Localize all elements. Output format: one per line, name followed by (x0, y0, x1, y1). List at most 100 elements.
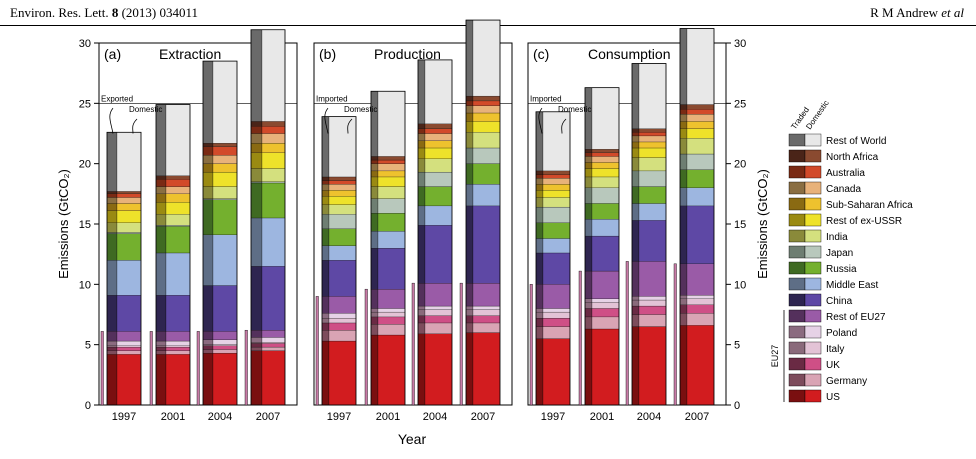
bar-middle-east-traded (370, 231, 379, 249)
bar-canada-traded (155, 186, 167, 194)
legend-swatch-domestic (804, 245, 822, 259)
bar-canada-traded (631, 135, 640, 143)
bar-us-traded (106, 354, 118, 406)
legend-swatch-domestic (804, 149, 822, 163)
bar-canada-traded (417, 133, 426, 141)
bar-japan-domestic (212, 198, 238, 200)
bar-india-domestic (377, 186, 406, 199)
bar-germany-domestic (591, 316, 620, 330)
bar-poland-traded (631, 296, 640, 301)
bar-middle-east-traded (155, 252, 167, 296)
bar-north-africa-traded (535, 170, 544, 175)
bar-australia-domestic (165, 179, 191, 187)
bar-poland-traded (417, 305, 426, 310)
x-tick-label: 2001 (376, 411, 400, 423)
bar-us-domestic (472, 332, 501, 406)
bar-germany-traded (679, 313, 688, 326)
panel-title: Production (374, 46, 441, 62)
y-tick-label-left: 0 (85, 400, 91, 412)
bar-india-domestic (212, 186, 238, 199)
bar-uk-traded (106, 346, 118, 351)
bar-india-traded (250, 168, 263, 182)
legend-swatch-traded (788, 325, 806, 339)
bar-rest-of-ex-ussr-domestic (212, 171, 238, 187)
bar-north-africa-traded (321, 176, 330, 181)
bar-sub-saharan-africa-domestic (591, 162, 620, 169)
legend-swatch-traded (788, 389, 806, 403)
bar-rest-of-ex-ussr-traded (631, 147, 640, 158)
bar-russia-domestic (686, 169, 715, 188)
legend-swatch-domestic (804, 229, 822, 243)
bar-rest-of-ex-ussr-traded (417, 147, 426, 159)
bar-india-traded (679, 138, 688, 155)
bar-rest-of-world-domestic (638, 63, 667, 129)
legend-label-rest-of-world: Rest of World (826, 136, 886, 147)
bar-us-domestic (686, 325, 715, 406)
bar-japan-traded (584, 187, 593, 204)
bar-rest-of-world-domestic (377, 91, 406, 157)
bar-russia-traded (155, 226, 167, 254)
bar-germany-traded (631, 314, 640, 327)
bar-us-traded (584, 328, 593, 406)
bar-china-domestic (116, 295, 142, 332)
eu27-bracket (315, 296, 319, 406)
panel-title: Extraction (159, 46, 221, 62)
bar-outline (321, 116, 357, 406)
bar-italy-traded (535, 311, 544, 319)
bar-india-traded (417, 158, 426, 173)
bar-north-africa-traded (370, 156, 379, 161)
bar-australia-domestic (591, 152, 620, 157)
bar-canada-traded (250, 133, 263, 144)
bar-russia-domestic (116, 233, 142, 261)
bar-rest-of-world-domestic (472, 19, 501, 97)
bar-rest-of-ex-ussr-domestic (542, 190, 571, 198)
panel-label: (c) (533, 46, 549, 62)
bar-rest-of-eu27-domestic (424, 283, 453, 307)
bar-us-traded (321, 340, 330, 406)
legend-label-india: India (826, 232, 848, 243)
bar-india-traded (155, 214, 167, 226)
bar-japan-domestic (424, 171, 453, 187)
bar-poland-domestic (261, 337, 286, 343)
legend-label-italy: Italy (826, 344, 844, 355)
bar-north-africa-domestic (591, 149, 620, 153)
legend-swatch-domestic (804, 197, 822, 211)
bar-uk-domestic (212, 345, 238, 350)
bar-rest-of-world-domestic (328, 116, 357, 178)
bar-japan-domestic (328, 214, 357, 229)
bar-us-domestic (116, 354, 142, 406)
bar-sub-saharan-africa-traded (250, 143, 263, 153)
y-tick-label-right: 5 (734, 340, 740, 352)
bar-russia-domestic (212, 199, 238, 235)
bar-italy-traded (321, 317, 330, 324)
bar-japan-domestic (686, 153, 715, 170)
bar-us-traded (202, 352, 214, 406)
bar-rest-of-eu27-domestic (542, 284, 571, 309)
bar-italy-traded (465, 309, 474, 316)
bar-uk-domestic (261, 343, 286, 348)
panel-extraction: (a) Extraction 1997 2001 2004 2007 Exported Dom… (98, 29, 298, 423)
bar-canada-traded (106, 197, 118, 204)
bar-germany-traded (370, 324, 379, 336)
bar-uk-traded (155, 346, 167, 351)
bar-australia-traded (465, 100, 474, 106)
bar-poland-domestic (686, 295, 715, 299)
bar-north-africa-traded (106, 191, 118, 194)
annotation-domestic: Domestic (129, 105, 162, 114)
bar-poland-domestic (638, 296, 667, 301)
bar-uk-domestic (472, 315, 501, 324)
legend-swatch-traded (788, 309, 806, 323)
bar-middle-east-domestic (328, 245, 357, 261)
bar-rest-of-world-domestic (542, 111, 571, 172)
bar-italy-traded (631, 299, 640, 307)
bar-sub-saharan-africa-domestic (638, 141, 667, 149)
bar-middle-east-traded (417, 205, 426, 226)
bar-japan-traded (155, 225, 167, 227)
bar-poland-domestic (165, 340, 191, 346)
bar-italy-domestic (212, 344, 238, 346)
bar-north-africa-domestic (472, 95, 501, 102)
bar-japan-traded (679, 153, 688, 170)
bar-poland-domestic (377, 308, 406, 313)
bar-middle-east-domestic (472, 184, 501, 207)
legend-swatch-traded (788, 197, 806, 211)
